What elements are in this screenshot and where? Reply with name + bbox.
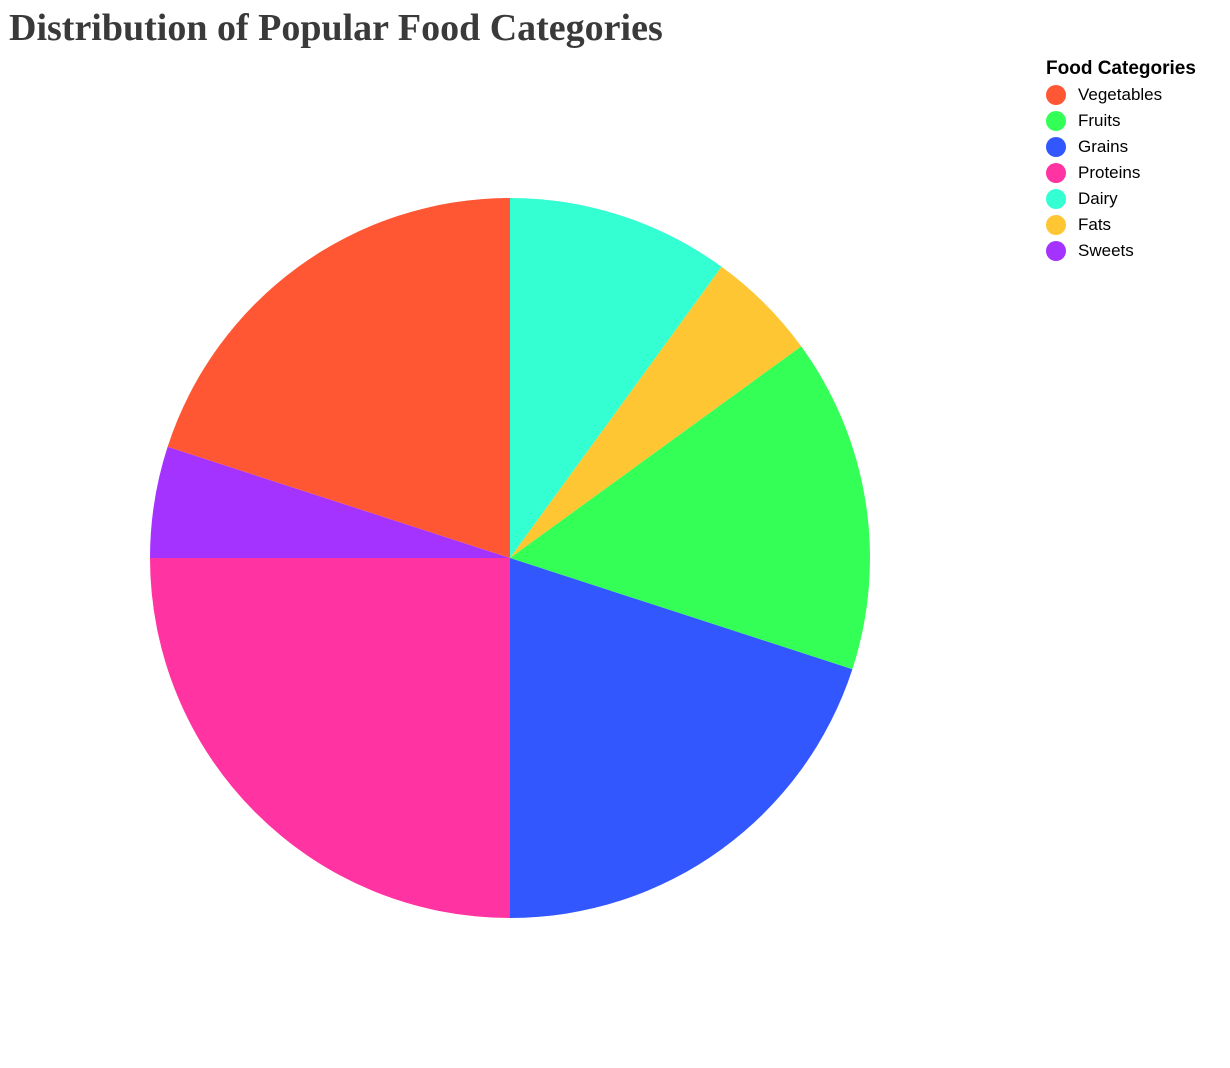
legend-item-proteins[interactable]: Proteins [1046, 160, 1196, 186]
legend-swatch-icon [1046, 137, 1066, 157]
legend-swatch-icon [1046, 111, 1066, 131]
legend-label: Sweets [1078, 241, 1134, 260]
legend-items: Vegetables Fruits Grains Proteins Dairy Fats S… [1046, 82, 1196, 264]
legend-label: Dairy [1078, 189, 1118, 208]
legend-swatch-icon [1046, 215, 1066, 235]
legend: Food Categories Vegetables Fruits Grains Pr… [1046, 58, 1196, 264]
pie-slices [150, 197, 870, 918]
legend-item-fats[interactable]: Fats [1046, 212, 1196, 238]
legend-item-fruits[interactable]: Fruits [1046, 108, 1196, 134]
legend-label: Vegetables [1078, 85, 1163, 104]
legend-label: Fruits [1078, 111, 1121, 130]
legend-item-grains[interactable]: Grains [1046, 134, 1196, 160]
pie-slice-dairy[interactable] [510, 198, 722, 558]
legend-item-vegetables[interactable]: Vegetables [1046, 82, 1196, 108]
legend-label: Proteins [1078, 163, 1141, 182]
pie-slice-proteins[interactable] [150, 558, 510, 918]
legend-item-dairy[interactable]: Dairy [1046, 186, 1196, 212]
pie-slice-grains[interactable] [510, 558, 853, 918]
pie-slice-fruits[interactable] [510, 346, 870, 670]
legend-label: Grains [1078, 137, 1129, 156]
legend-title: Food Categories [1046, 58, 1196, 79]
legend-swatch-icon [1046, 241, 1066, 261]
chart-title: Distribution of Popular Food Categories [9, 7, 663, 49]
legend-swatch-icon [1046, 189, 1066, 209]
legend-swatch-icon [1046, 163, 1066, 183]
pie-slice-sweets[interactable] [150, 446, 510, 558]
pie-slice-vegetables[interactable] [167, 197, 510, 559]
pie-slice-fats[interactable] [510, 266, 802, 558]
legend-label: Fats [1078, 215, 1112, 234]
legend-item-sweets[interactable]: Sweets [1046, 238, 1196, 264]
legend-swatch-icon [1046, 85, 1066, 105]
